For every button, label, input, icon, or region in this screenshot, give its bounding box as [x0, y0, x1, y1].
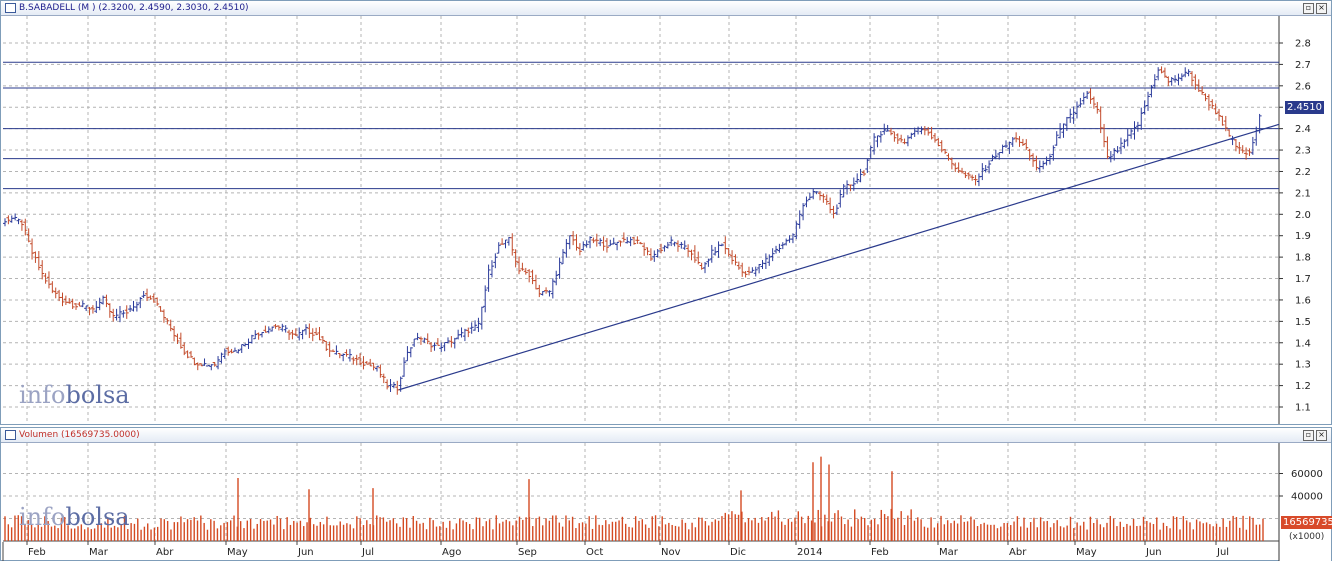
volume-axis-area	[1279, 443, 1331, 561]
trendline	[398, 123, 1280, 391]
price-tick-label: 1.9	[1295, 231, 1311, 242]
close-button[interactable]: ×	[1316, 430, 1327, 441]
price-tick-label: 1.7	[1295, 274, 1311, 285]
price-chart: 1.1 1.2 1.3 1.4 1.5 1.6 1.7 1.8 1.9 2.0 2.1 2.2 2.3 2…	[3, 16, 1331, 424]
price-tick-label: 1.6	[1295, 295, 1311, 306]
price-tick-label: 2.7	[1295, 60, 1311, 71]
price-panel-title: B.SABADELL (M ) (2.3200, 2.4590, 2.3030,…	[19, 3, 249, 13]
volume-tick-label: 40000	[1291, 492, 1323, 503]
price-panel-titlebar: B.SABADELL (M ) (2.3200, 2.4590, 2.3030,…	[1, 1, 1331, 16]
x-tick-label: Jun	[1145, 547, 1162, 558]
x-tick-label: Abr	[1009, 547, 1027, 558]
price-tick-label: 2.8	[1295, 38, 1311, 49]
x-tick-label: Jul	[1216, 547, 1229, 558]
volume-chart: 40000 60000 Feb Mar Abr May Jun Jul Ago Sep Oct Nov…	[2, 443, 1331, 561]
volume-unit-label: (x1000)	[1289, 532, 1325, 542]
watermark-logo: infobolsa	[19, 503, 130, 531]
volume-tick-label: 60000	[1291, 469, 1323, 480]
price-tick-label: 1.3	[1295, 360, 1311, 371]
price-tick-label: 1.2	[1295, 381, 1311, 392]
price-tick-label: 1.5	[1295, 317, 1311, 328]
x-tick-label: Jun	[297, 547, 314, 558]
price-tick-label: 1.1	[1295, 403, 1311, 414]
watermark-logo: infobolsa	[19, 381, 130, 409]
last-volume-tag: 16569735	[1281, 516, 1332, 529]
x-tick-label: May	[1076, 547, 1097, 558]
x-tick-label: Oct	[586, 547, 603, 558]
watermark-bolsa: bolsa	[65, 381, 130, 409]
x-tick-label: Nov	[661, 547, 681, 558]
x-tick-label: Sep	[518, 547, 537, 558]
x-tick-label: Jul	[361, 547, 374, 558]
price-axis-area	[1279, 16, 1331, 424]
x-tick-label: Ago	[442, 547, 461, 558]
price-tick-label: 1.4	[1295, 338, 1311, 349]
restore-button[interactable]: ▫	[1303, 3, 1314, 14]
watermark-bolsa: bolsa	[65, 503, 130, 531]
price-tick-label: 2.6	[1295, 81, 1311, 92]
x-tick-label: Feb	[28, 547, 46, 558]
panel-icon	[5, 3, 16, 13]
price-tick-label: 2.3	[1295, 146, 1311, 157]
x-tick-label: Mar	[939, 547, 959, 558]
price-tick-label: 2.4	[1295, 124, 1311, 135]
price-tick-label: 2.0	[1295, 210, 1311, 221]
close-button[interactable]: ×	[1316, 3, 1327, 14]
watermark-info: info	[19, 381, 66, 409]
watermark-info: info	[19, 503, 66, 531]
price-tick-label: 1.8	[1295, 253, 1311, 264]
price-panel: B.SABADELL (M ) (2.3200, 2.4590, 2.3030,…	[0, 0, 1332, 425]
x-tick-label: 2014	[797, 547, 822, 558]
price-tick-label: 2.2	[1295, 167, 1311, 178]
x-tick-label: Feb	[871, 547, 889, 558]
panel-icon	[5, 430, 16, 440]
volume-panel-titlebar: Volumen (16569735.0000) ▫ ×	[1, 428, 1331, 443]
x-tick-label: Mar	[89, 547, 109, 558]
restore-button[interactable]: ▫	[1303, 430, 1314, 441]
x-tick-label: Abr	[156, 547, 174, 558]
x-tick-label: May	[227, 547, 248, 558]
volume-panel-title: Volumen (16569735.0000)	[19, 430, 140, 440]
last-price-tag: 2.4510	[1285, 101, 1324, 114]
price-tick-label: 2.1	[1295, 188, 1311, 199]
volume-panel: Volumen (16569735.0000) ▫ × 40000 60000 Fe…	[0, 427, 1332, 561]
x-tick-label: Dic	[730, 547, 746, 558]
